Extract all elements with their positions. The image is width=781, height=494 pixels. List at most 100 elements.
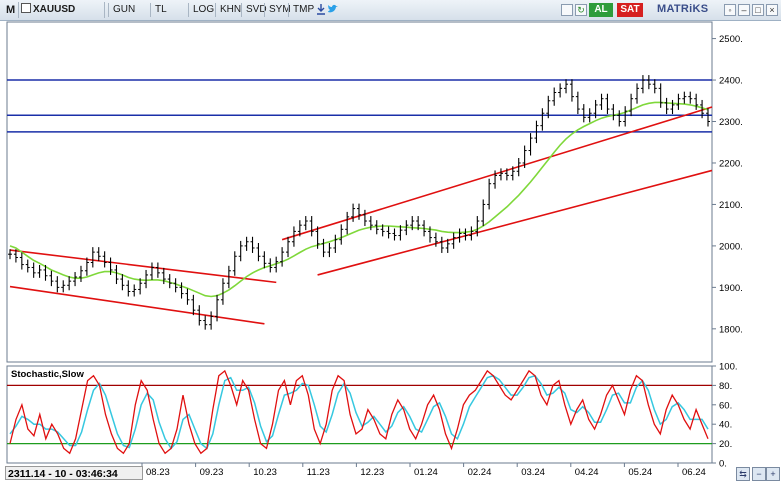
- price-bar: [274, 256, 279, 273]
- price-bar: [108, 257, 113, 275]
- price-bar: [617, 110, 622, 127]
- price-bar: [49, 270, 54, 287]
- time-axis-label: 06.24: [682, 467, 706, 478]
- sell-button[interactable]: SAT: [617, 3, 643, 17]
- price-bar: [345, 211, 350, 235]
- price-bar: [398, 225, 403, 241]
- close-icon[interactable]: ×: [766, 4, 778, 16]
- price-bar: [13, 249, 18, 263]
- time-axis-label: 08.23: [146, 467, 170, 478]
- minimize-icon[interactable]: –: [738, 4, 750, 16]
- settings-icon[interactable]: ◦: [724, 4, 736, 16]
- price-axis-label: 2200.: [719, 158, 743, 169]
- price-bar: [611, 104, 616, 121]
- symbol-selector[interactable]: XAUUSD: [33, 4, 76, 15]
- price-bar: [67, 276, 72, 291]
- trend-channel-line: [281, 106, 713, 241]
- sym-button[interactable]: SYM: [264, 3, 295, 17]
- trend-channel-line: [9, 285, 265, 325]
- price-bar: [357, 203, 361, 220]
- stoch-axis-label: 100.: [719, 362, 738, 373]
- chart-toolbar: M XAUUSD GUN TL LOG KHN SVD SYM TMP ↻ AL…: [0, 0, 781, 21]
- price-bar: [528, 133, 533, 156]
- price-bar: [84, 257, 89, 276]
- price-bar: [179, 282, 184, 299]
- buy-button[interactable]: AL: [589, 3, 613, 17]
- price-axis-label: 2100.: [719, 200, 743, 211]
- toolbar-divider: [104, 2, 105, 18]
- price-bar: [629, 93, 634, 117]
- twitter-icon[interactable]: [327, 3, 339, 17]
- moving-average-line: [9, 101, 709, 298]
- price-bar: [575, 91, 580, 115]
- stoch-indicator-title: Stochastic,Slow: [11, 369, 84, 380]
- price-axis-label: 2300.: [719, 117, 743, 128]
- price-bar: [410, 216, 415, 231]
- auto-scroll-icon[interactable]: ⇆: [736, 467, 750, 481]
- price-bar: [635, 83, 640, 104]
- price-bar: [149, 262, 154, 280]
- price-bar: [220, 278, 225, 305]
- price-bar: [155, 262, 160, 278]
- log-button[interactable]: LOG: [188, 3, 218, 17]
- price-bar: [498, 168, 503, 181]
- trend-channel-line: [317, 169, 713, 276]
- price-bar: [262, 251, 267, 269]
- price-bar: [232, 251, 237, 276]
- tmp-button[interactable]: TMP: [288, 3, 318, 17]
- price-bar: [404, 220, 409, 236]
- price-bar: [623, 106, 628, 127]
- price-bar: [493, 170, 498, 189]
- price-bar: [161, 267, 166, 285]
- zoom-in-icon[interactable]: +: [766, 467, 780, 481]
- price-bar: [540, 108, 545, 131]
- price-bar: [132, 284, 137, 297]
- price-bar: [593, 99, 598, 119]
- time-axis-label: 12.23: [360, 467, 384, 478]
- price-chart[interactable]: 2500. 2400. 2300. 2200. 2100. 2000. 1900. 1800.…: [0, 20, 781, 494]
- window-icon[interactable]: [561, 4, 573, 16]
- stoch-axis-label: 80.: [719, 381, 732, 392]
- time-axis-label: 02.24: [468, 467, 492, 478]
- time-axis-label: 01.24: [414, 467, 438, 478]
- price-bar: [321, 238, 326, 258]
- app-menu-button[interactable]: M: [6, 4, 16, 16]
- price-bar: [185, 288, 190, 305]
- refresh-icon[interactable]: ↻: [575, 4, 587, 16]
- price-bar: [61, 280, 66, 293]
- price-bar: [315, 226, 320, 249]
- price-bar: [652, 79, 657, 94]
- price-bar: [487, 178, 492, 210]
- period-button-gun[interactable]: GUN: [108, 3, 139, 17]
- price-bar: [368, 216, 373, 231]
- time-axis-label: 03.24: [521, 467, 545, 478]
- period-button-tl[interactable]: TL: [150, 3, 171, 17]
- price-bar: [303, 216, 308, 231]
- price-bar: [327, 243, 332, 258]
- time-axis-label: 04.24: [575, 467, 599, 478]
- time-axis-label: 09.23: [200, 467, 224, 478]
- stoch-axis-label: 40.: [719, 420, 732, 431]
- price-bar: [96, 247, 101, 262]
- download-icon[interactable]: [316, 3, 326, 17]
- price-bar: [8, 249, 12, 260]
- price-bar: [37, 264, 42, 278]
- svd-button[interactable]: SVD: [241, 3, 271, 17]
- price-bar: [688, 91, 693, 104]
- price-bar: [78, 265, 83, 282]
- price-bar: [564, 79, 569, 94]
- toolbar-divider: [18, 2, 19, 18]
- price-bar: [209, 311, 214, 330]
- checkbox-icon[interactable]: [21, 3, 31, 17]
- price-bar: [167, 274, 172, 289]
- price-bar: [682, 91, 687, 104]
- khn-button[interactable]: KHN: [215, 3, 245, 17]
- price-bar: [351, 203, 356, 222]
- price-plot-frame: [6, 21, 713, 363]
- zoom-out-icon[interactable]: −: [752, 467, 766, 481]
- price-bar: [422, 220, 427, 237]
- time-axis-label: 11.23: [307, 467, 330, 478]
- price-bar: [291, 226, 296, 247]
- maximize-icon[interactable]: □: [752, 4, 764, 16]
- price-bar: [416, 216, 421, 231]
